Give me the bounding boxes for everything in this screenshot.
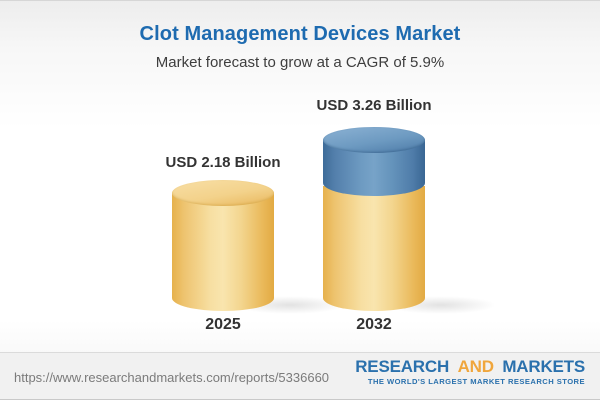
category-label-2032: 2032 bbox=[356, 316, 392, 333]
logo-tagline: THE WORLD'S LARGEST MARKET RESEARCH STOR… bbox=[367, 377, 585, 386]
value-label-2025: USD 2.18 Billion bbox=[165, 154, 281, 171]
footer-bar: https://www.researchandmarkets.com/repor… bbox=[0, 352, 600, 400]
logo-word-and: AND bbox=[457, 357, 494, 376]
page-title: Clot Management Devices Market bbox=[139, 23, 461, 45]
cylinder-top-cap bbox=[172, 180, 274, 206]
value-label-2032: USD 3.26 Billion bbox=[316, 97, 432, 114]
logo-word-research: RESEARCH bbox=[355, 357, 450, 376]
base-segment bbox=[323, 186, 425, 311]
cylinder-bar-2025 bbox=[172, 180, 274, 311]
logo-word-markets: MARKETS bbox=[502, 357, 585, 376]
research-and-markets-logo: RESEARCH AND MARKETS THE WORLD'S LARGEST… bbox=[355, 358, 585, 386]
page-subtitle: Market forecast to grow at a CAGR of 5.9… bbox=[155, 54, 445, 71]
cylinder-top-cap bbox=[323, 127, 425, 153]
base-segment bbox=[172, 193, 274, 311]
logo-wordmark: RESEARCH AND MARKETS bbox=[355, 358, 585, 375]
report-url: https://www.researchandmarkets.com/repor… bbox=[14, 370, 330, 385]
category-label-2025: 2025 bbox=[205, 316, 241, 333]
cylinder-bar-2032 bbox=[323, 127, 425, 311]
